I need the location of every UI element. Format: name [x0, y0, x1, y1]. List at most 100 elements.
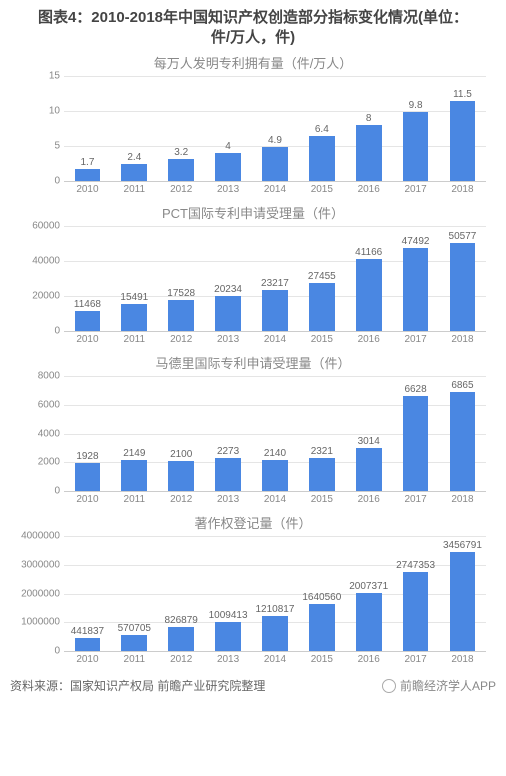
plot: 0200040006000800019282149210022732140232…: [64, 376, 486, 491]
y-tick-label: 4000: [38, 428, 64, 439]
x-tick-label: 2017: [392, 492, 439, 505]
chart-subtitle: 著作权登记量（件）: [10, 513, 496, 532]
bar: [168, 627, 194, 651]
bar-wrap: 6.4: [309, 136, 335, 181]
x-tick-label: 2010: [64, 332, 111, 345]
bar-wrap: 1210817: [262, 616, 288, 651]
y-tick-label: 2000: [38, 457, 64, 468]
y-tick-label: 5: [54, 141, 64, 152]
bar: [75, 638, 101, 651]
bar-value-label: 6865: [451, 380, 473, 391]
bar: [403, 396, 429, 491]
bar-wrap: 570705: [121, 635, 147, 651]
x-tick-label: 2016: [345, 652, 392, 665]
bar-wrap: 41166: [356, 259, 382, 331]
bar-value-label: 2.4: [127, 152, 141, 163]
bar-wrap: 11.5: [450, 101, 476, 182]
x-tick-label: 2018: [439, 652, 486, 665]
bar-value-label: 15491: [120, 292, 148, 303]
x-tick-label: 2011: [111, 332, 158, 345]
x-tick-label: 2011: [111, 492, 158, 505]
bar-value-label: 3456791: [443, 540, 482, 551]
bar-value-label: 2321: [311, 446, 333, 457]
y-tick-label: 2000000: [21, 588, 64, 599]
x-axis: 201020112012201320142015201620172018: [64, 331, 486, 345]
bar: [309, 458, 335, 491]
x-tick-label: 2015: [298, 332, 345, 345]
x-tick-label: 2017: [392, 652, 439, 665]
y-tick-label: 40000: [32, 256, 64, 267]
bar-wrap: 441837: [75, 638, 101, 651]
y-tick-label: 0: [54, 176, 64, 187]
x-axis: 201020112012201320142015201620172018: [64, 181, 486, 195]
x-tick-label: 2017: [392, 332, 439, 345]
bar-value-label: 2273: [217, 446, 239, 457]
y-tick-label: 0: [54, 486, 64, 497]
bar-value-label: 1928: [76, 451, 98, 462]
bar-value-label: 47492: [402, 236, 430, 247]
bar-value-label: 441837: [71, 626, 104, 637]
x-tick-label: 2012: [158, 652, 205, 665]
app-icon: [382, 679, 396, 693]
bar: [403, 112, 429, 181]
chart-area: 0510151.72.43.244.96.489.811.52010201120…: [10, 76, 496, 199]
x-tick-label: 2012: [158, 492, 205, 505]
y-tick-label: 20000: [32, 291, 64, 302]
bar-wrap: 2321: [309, 458, 335, 491]
bar: [356, 259, 382, 331]
chart-block-0: 每万人发明专利拥有量（件/万人）0510151.72.43.244.96.489…: [10, 53, 496, 199]
bar-value-label: 2100: [170, 449, 192, 460]
plot: 0510151.72.43.244.96.489.811.5: [64, 76, 486, 181]
x-tick-label: 2016: [345, 332, 392, 345]
bar-wrap: 2149: [121, 460, 147, 491]
bar: [215, 622, 241, 651]
bar-value-label: 3014: [358, 436, 380, 447]
bar: [215, 153, 241, 181]
x-tick-label: 2013: [205, 182, 252, 195]
bar: [450, 243, 476, 332]
x-tick-label: 2015: [298, 182, 345, 195]
x-tick-label: 2015: [298, 652, 345, 665]
chart-block-1: PCT国际专利申请受理量（件）0200004000060000114681549…: [10, 203, 496, 349]
bar: [403, 248, 429, 331]
x-tick-label: 2012: [158, 182, 205, 195]
bar-wrap: 4: [215, 153, 241, 181]
bar: [75, 463, 101, 491]
x-tick-label: 2017: [392, 182, 439, 195]
bar-wrap: 15491: [121, 304, 147, 331]
bar-value-label: 3.2: [174, 147, 188, 158]
bar-wrap: 2.4: [121, 164, 147, 181]
bar-value-label: 826879: [165, 615, 198, 626]
main-title: 图表4：2010-2018年中国知识产权创造部分指标变化情况(单位： 件/万人，…: [10, 8, 496, 47]
x-tick-label: 2013: [205, 492, 252, 505]
x-tick-label: 2014: [252, 182, 299, 195]
chart-subtitle: 每万人发明专利拥有量（件/万人）: [10, 53, 496, 72]
bar: [262, 147, 288, 181]
bar-value-label: 2149: [123, 448, 145, 459]
x-tick-label: 2016: [345, 492, 392, 505]
bar-value-label: 11.5: [453, 89, 472, 100]
bar-wrap: 20234: [215, 296, 241, 331]
bar-value-label: 570705: [118, 623, 151, 634]
bar-wrap: 27455: [309, 283, 335, 331]
bar: [168, 300, 194, 331]
chart-container: 图表4：2010-2018年中国知识产权创造部分指标变化情况(单位： 件/万人，…: [0, 0, 506, 704]
bar: [356, 448, 382, 491]
x-tick-label: 2014: [252, 332, 299, 345]
y-tick-label: 3000000: [21, 559, 64, 570]
bar-wrap: 3.2: [168, 159, 194, 181]
bar-value-label: 4.9: [268, 135, 282, 146]
bar: [450, 101, 476, 182]
bar-value-label: 17528: [167, 288, 195, 299]
x-tick-label: 2014: [252, 492, 299, 505]
bar: [121, 635, 147, 651]
bar-value-label: 1640560: [302, 592, 341, 603]
bar-value-label: 1009413: [209, 610, 248, 621]
bar: [262, 460, 288, 491]
footer-app-text: 前瞻经济学人APP: [400, 677, 496, 694]
x-axis: 201020112012201320142015201620172018: [64, 491, 486, 505]
bars-group: 192821492100227321402321301466286865: [64, 376, 486, 491]
plot: 0200004000060000114681549117528202342321…: [64, 226, 486, 331]
bar: [168, 159, 194, 181]
bar-wrap: 6628: [403, 396, 429, 491]
